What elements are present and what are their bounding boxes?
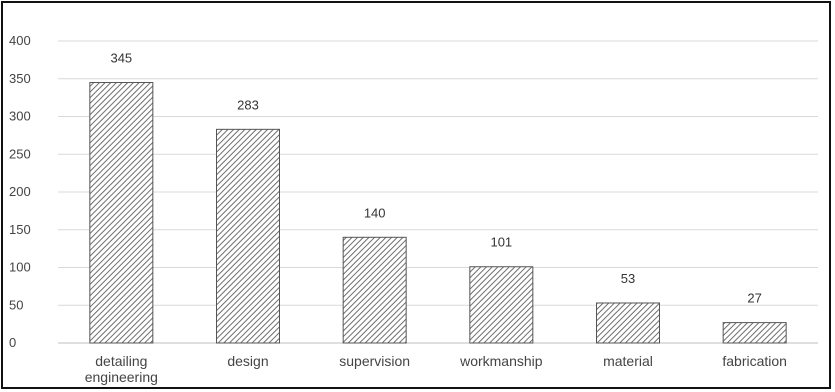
gridlines [58,40,818,344]
bar [722,322,787,344]
data-label: 283 [237,97,259,112]
category-label: design [227,353,268,369]
bar [469,266,534,344]
data-label: 140 [364,205,386,220]
x-axis-category-labels: detailing engineering design supervision wor… [85,353,787,385]
y-tick-label: 400 [9,33,31,48]
y-axis-tick-labels: 0 50 100 150 200 250 300 350 400 [9,33,31,350]
bar [342,236,407,344]
data-label: 53 [621,271,635,286]
y-tick-label: 350 [9,71,31,86]
data-labels: 345 283 140 101 53 27 [110,51,761,306]
y-tick-label: 0 [9,335,16,350]
category-label: supervision [339,353,410,369]
bar [216,128,280,344]
data-label: 345 [110,51,132,66]
data-label: 27 [747,291,761,306]
bar-chart: 0 50 100 150 200 250 300 350 400 345 283 140 101 53 2… [9,33,818,385]
category-label: material [603,353,653,369]
bar [596,302,660,344]
y-tick-label: 150 [9,222,31,237]
category-label: fabrication [722,353,787,369]
y-tick-label: 250 [9,146,31,161]
bar [89,82,154,344]
category-label: workmanship [459,353,543,369]
category-label: detailing engineering [85,353,158,385]
y-tick-label: 100 [9,260,31,275]
data-label: 101 [490,235,512,250]
y-tick-label: 50 [9,297,23,312]
y-tick-label: 300 [9,109,31,124]
bars [89,82,787,344]
y-tick-label: 200 [9,184,31,199]
